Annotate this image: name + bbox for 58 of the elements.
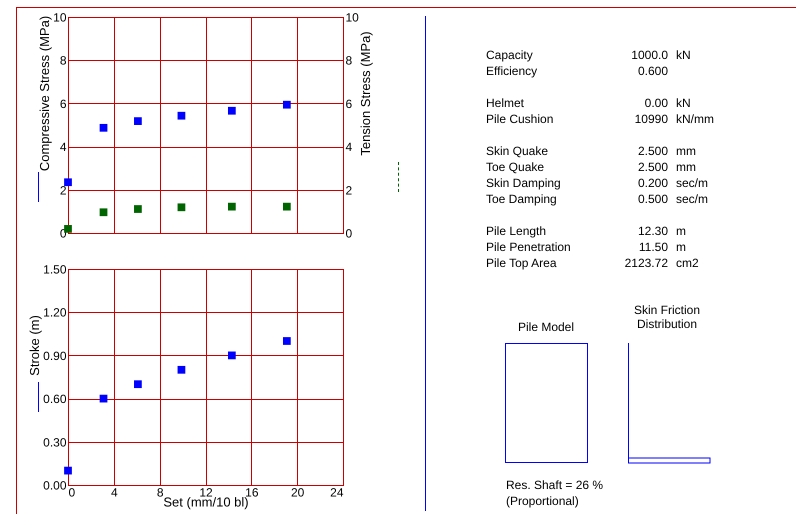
text: Pile Penetration 11.50 m bbox=[486, 240, 686, 254]
x-tick-label: 20 bbox=[290, 486, 305, 500]
text: Capacity 1000.0 kN bbox=[486, 48, 691, 62]
x-tick-label: 0 bbox=[68, 486, 76, 500]
y2-tick-label: 4 bbox=[346, 140, 352, 154]
point bbox=[178, 366, 186, 374]
y-tick-label: 0.30 bbox=[43, 435, 67, 450]
point bbox=[134, 380, 142, 388]
text: Skin Damping 0.200 sec/m bbox=[486, 176, 708, 190]
text: Pile Model bbox=[516, 320, 576, 334]
point bbox=[228, 106, 236, 115]
text: Skin Quake 2.500 mm bbox=[486, 144, 696, 158]
text: (Proportional) bbox=[506, 494, 580, 508]
point bbox=[282, 337, 291, 345]
x-tick-label: 8 bbox=[156, 486, 164, 500]
point bbox=[228, 352, 236, 360]
text: Pile Cushion 10990 kN/mm bbox=[486, 112, 714, 126]
point bbox=[282, 202, 291, 211]
y-tick-label: 1.50 bbox=[43, 262, 67, 276]
x-tick-label: 12 bbox=[199, 486, 213, 500]
y-tick-label: 1.20 bbox=[43, 306, 67, 320]
y-axis-title: Stroke (m) bbox=[27, 315, 42, 376]
y2-tick-label: 2 bbox=[346, 183, 352, 198]
y2-tick-label: 6 bbox=[346, 96, 352, 111]
y-tick-label: 0.90 bbox=[43, 348, 67, 363]
point bbox=[64, 466, 72, 474]
x-tick-label: 24 bbox=[330, 486, 344, 500]
y-tick-label: 0.00 bbox=[43, 478, 67, 492]
y-axis-title: Compressive Stress (MPa) bbox=[37, 16, 52, 172]
point bbox=[282, 100, 291, 109]
point bbox=[100, 124, 108, 132]
y2-tick-label: 8 bbox=[346, 54, 352, 68]
point bbox=[228, 202, 236, 211]
y-tick-label: 2 bbox=[60, 183, 67, 198]
point bbox=[100, 394, 108, 402]
text: Helmet 0.00 kN bbox=[486, 96, 691, 110]
point bbox=[178, 112, 186, 120]
point bbox=[178, 203, 186, 212]
text: Toe Quake 2.500 mm bbox=[486, 160, 696, 174]
text: Pile Top Area 2123.72 cm2 bbox=[486, 256, 699, 270]
y2-tick-label: 0 bbox=[346, 226, 352, 240]
text: Res. Shaft = 26 % bbox=[506, 478, 604, 492]
y-tick-label: 6 bbox=[60, 96, 67, 111]
y2-tick-label: 10 bbox=[346, 10, 360, 24]
point bbox=[134, 205, 142, 213]
y2-axis-title: Tension Stress (MPa) bbox=[358, 31, 373, 156]
text: Pile Length 12.30 m bbox=[486, 224, 686, 238]
text: Toe Damping 0.500 sec/m bbox=[486, 192, 708, 206]
y-tick-label: 0.60 bbox=[43, 392, 67, 406]
text: Skin Friction Distribution bbox=[632, 303, 702, 331]
y-tick-label: 8 bbox=[60, 54, 67, 68]
x-tick-label: 4 bbox=[110, 486, 118, 500]
y-tick-label: 10 bbox=[53, 10, 67, 24]
point bbox=[134, 117, 142, 125]
y-tick-label: 4 bbox=[60, 140, 67, 154]
point bbox=[64, 178, 72, 186]
text: Efficiency 0.600 bbox=[486, 64, 668, 78]
point bbox=[100, 208, 108, 216]
